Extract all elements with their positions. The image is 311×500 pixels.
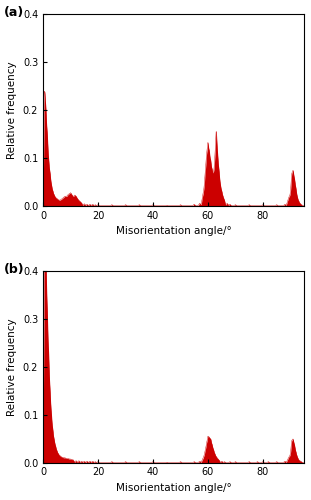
Y-axis label: Relative frequency: Relative frequency <box>7 318 17 416</box>
Text: (a): (a) <box>4 6 24 20</box>
X-axis label: Misorientation angle/°: Misorientation angle/° <box>116 483 231 493</box>
Y-axis label: Relative frequency: Relative frequency <box>7 61 17 158</box>
X-axis label: Misorientation angle/°: Misorientation angle/° <box>116 226 231 236</box>
Text: (b): (b) <box>4 263 25 276</box>
